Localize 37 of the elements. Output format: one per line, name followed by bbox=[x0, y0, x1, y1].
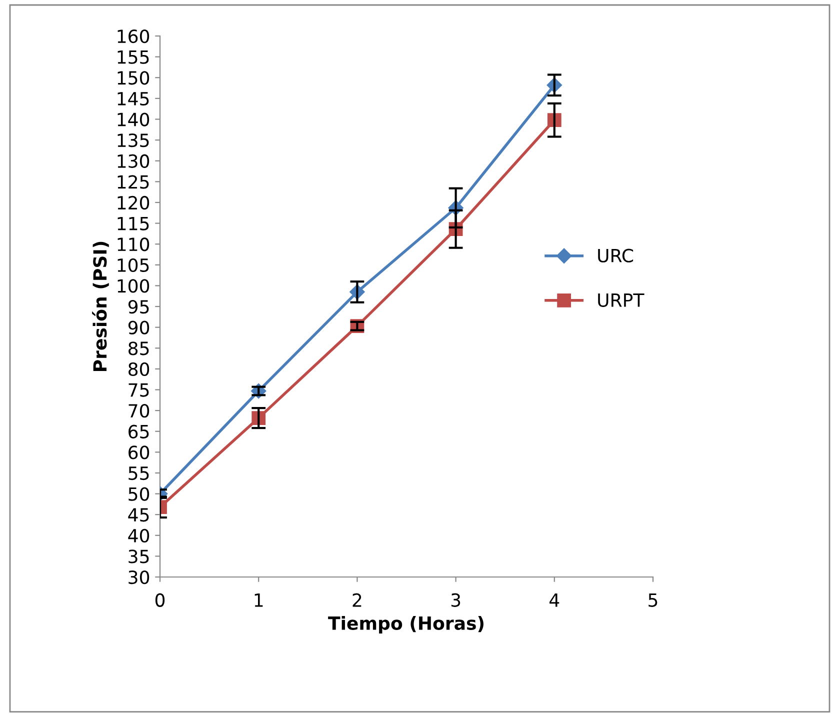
y-tick-label: 110 bbox=[118, 238, 150, 252]
y-tick-label: 125 bbox=[118, 175, 149, 189]
y-tick-label: 130 bbox=[118, 154, 150, 168]
y-tick-label: 140 bbox=[118, 112, 150, 126]
y-tick-label: 120 bbox=[118, 196, 150, 210]
x-tick-label: 5 bbox=[648, 594, 658, 607]
y-tick-label: 30 bbox=[128, 570, 150, 584]
legend-label: URC bbox=[598, 248, 634, 262]
x-axis-title: Tiempo (Horas) bbox=[328, 616, 484, 634]
x-tick-label: 4 bbox=[550, 594, 560, 607]
y-tick-label: 65 bbox=[128, 424, 149, 438]
y-tick-label: 55 bbox=[128, 466, 149, 480]
y-tick-label: 100 bbox=[118, 279, 150, 293]
y-tick-label: 45 bbox=[128, 508, 149, 522]
x-tick-label: 2 bbox=[352, 593, 362, 607]
y-tick-label: 70 bbox=[128, 404, 150, 418]
x-tick-label: 1 bbox=[254, 594, 263, 607]
y-tick-label: 90 bbox=[128, 320, 150, 334]
y-tick-label: 40 bbox=[128, 528, 150, 542]
x-tick-label: 3 bbox=[451, 593, 460, 607]
y-axis-title: Presión (PSI) bbox=[92, 242, 109, 371]
y-tick-label: 115 bbox=[118, 216, 149, 230]
y-tick-label: 95 bbox=[128, 300, 149, 314]
y-tick-label: 155 bbox=[118, 50, 149, 64]
y-tick-label: 135 bbox=[118, 134, 149, 148]
y-tick-label: 60 bbox=[128, 446, 150, 460]
y-tick-label: 75 bbox=[128, 383, 149, 397]
y-tick-label: 50 bbox=[128, 487, 150, 501]
y-tick-label: 85 bbox=[128, 342, 149, 356]
y-tick-label: 80 bbox=[128, 362, 150, 376]
y-tick-label: 35 bbox=[128, 550, 149, 564]
y-tick-label: 105 bbox=[118, 258, 149, 272]
y-tick-label: 150 bbox=[118, 71, 150, 85]
y-tick-label: 160 bbox=[118, 29, 150, 44]
x-tick-label: 0 bbox=[155, 593, 165, 607]
legend-label: URPT bbox=[598, 294, 644, 307]
y-tick-label: 145 bbox=[118, 92, 149, 106]
